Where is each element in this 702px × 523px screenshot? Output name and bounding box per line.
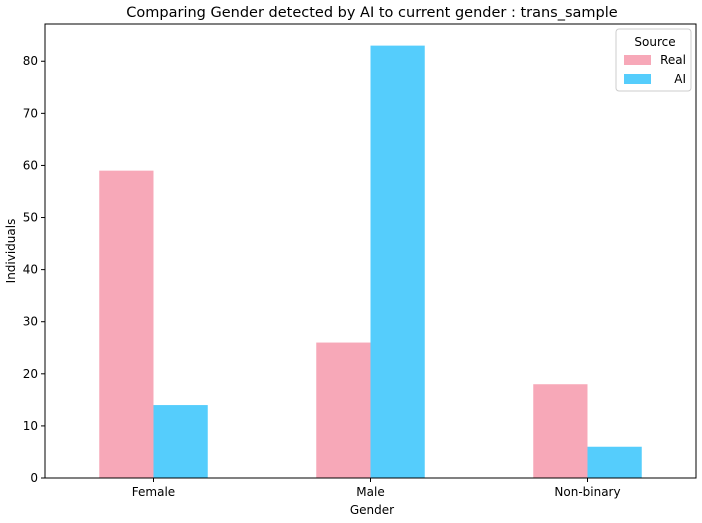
bar-ai-non-binary	[587, 446, 642, 478]
y-tick-label: 30	[23, 315, 38, 329]
x-axis: Female Male Non-binary	[132, 478, 621, 499]
legend-title: Source	[634, 35, 675, 49]
bar-real-female	[99, 170, 154, 478]
x-tick-label-male: Male	[356, 485, 384, 499]
y-axis-label: Individuals	[4, 219, 18, 284]
y-tick-label: 20	[23, 367, 38, 381]
y-tick-label: 0	[30, 471, 38, 485]
y-tick-label: 40	[23, 263, 38, 277]
x-tick-label-non-binary: Non-binary	[554, 485, 620, 499]
x-axis-label: Gender	[350, 503, 394, 517]
bars-layer	[99, 45, 642, 478]
bar-ai-female	[153, 405, 208, 478]
y-tick-label: 70	[23, 106, 38, 120]
legend-swatch-real	[624, 55, 651, 65]
legend-label-ai: AI	[674, 72, 686, 86]
legend: Source Real AI	[615, 28, 692, 92]
legend-items: Real AI	[624, 53, 686, 86]
y-tick-label: 10	[23, 419, 38, 433]
chart-title: Comparing Gender detected by AI to curre…	[126, 5, 617, 21]
bar-real-male	[316, 342, 371, 478]
y-tick-label: 60	[23, 158, 38, 172]
y-tick-label: 50	[23, 211, 38, 225]
x-tick-label-female: Female	[132, 485, 175, 499]
legend-label-real: Real	[660, 53, 686, 67]
legend-swatch-ai	[624, 74, 651, 84]
y-tick-label: 80	[23, 54, 38, 68]
bar-real-non-binary	[533, 384, 588, 478]
y-axis: 0 10 20 30 40 50 60 70 80	[23, 54, 45, 485]
bar-ai-male	[370, 45, 425, 478]
